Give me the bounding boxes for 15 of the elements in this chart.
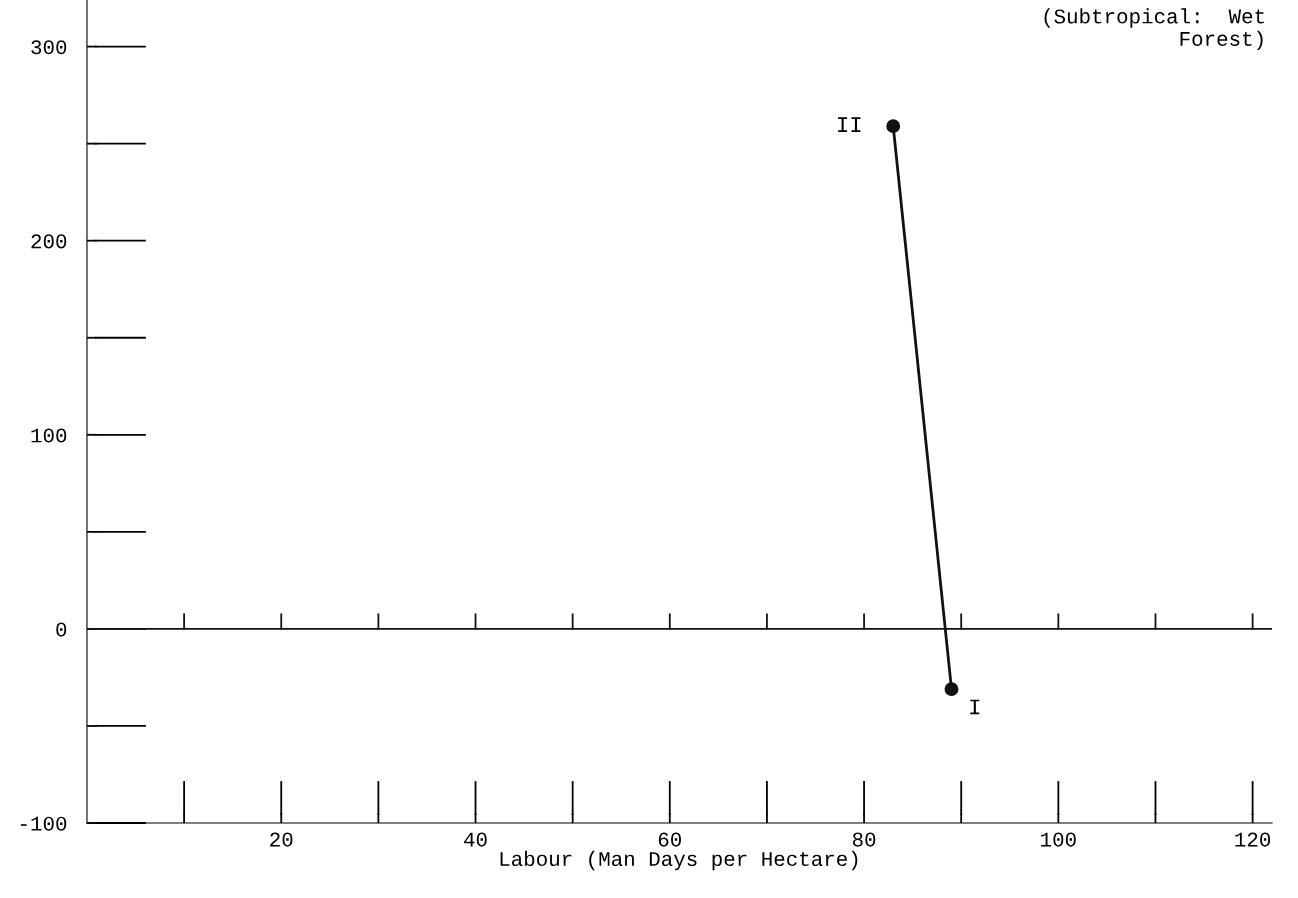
y-tick-label: -100 bbox=[20, 816, 67, 831]
y-tick-label: 300 bbox=[31, 40, 67, 55]
x-tick-label: 60 bbox=[658, 832, 682, 847]
x-tick-label: 120 bbox=[1235, 832, 1271, 847]
x-axis-title: Labour (Man Days per Hectare) bbox=[500, 850, 858, 871]
y-tick-label: 0 bbox=[56, 622, 67, 637]
x-tick-label: 20 bbox=[270, 832, 293, 847]
y-tick-label: 100 bbox=[31, 428, 67, 443]
x-tick-label: 80 bbox=[852, 832, 876, 847]
annotation: (Subtropical: Wet Forest) bbox=[1044, 8, 1264, 51]
annotation: I bbox=[970, 699, 980, 715]
x-tick-label: 100 bbox=[1041, 832, 1076, 847]
y-tick-label: 200 bbox=[31, 234, 67, 249]
x-tick-label: 40 bbox=[464, 832, 487, 847]
annotation: II bbox=[838, 117, 861, 132]
